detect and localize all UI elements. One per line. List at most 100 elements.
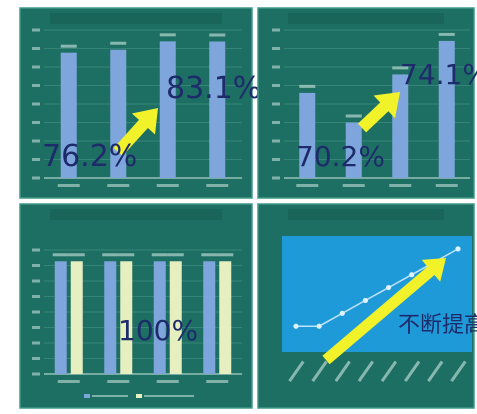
legend-label-1: [92, 395, 128, 397]
x-tick-label: [450, 360, 467, 382]
y-tick-label: [32, 47, 40, 50]
legend-swatch-2: [136, 394, 142, 398]
x-tick-label: [357, 360, 374, 382]
x-tick-label: [107, 184, 130, 187]
y-tick-label: [272, 176, 280, 180]
x-tick-label: [435, 184, 458, 187]
y-tick-label: [272, 47, 280, 50]
data-label: [299, 84, 316, 88]
y-tick-label: [32, 310, 40, 314]
y-tick-label: [32, 326, 40, 329]
bar: [60, 52, 77, 179]
data-label: [52, 253, 69, 257]
callout-value-start: 76.2%: [42, 139, 137, 174]
data-label: [209, 33, 226, 37]
bar: [169, 261, 182, 374]
panel-frame: [257, 7, 475, 199]
x-tick-label: [107, 380, 130, 383]
y-tick-label: [32, 139, 40, 143]
x-tick-label: [296, 184, 319, 187]
data-label: [60, 44, 77, 48]
data-point: [339, 310, 345, 316]
bar: [209, 41, 226, 179]
trend-arrow: [113, 108, 158, 156]
y-tick-label: [32, 65, 40, 69]
x-tick-label: [156, 184, 179, 187]
x-tick-label: [404, 360, 421, 382]
x-tick-label: [311, 360, 328, 382]
bar: [54, 261, 67, 374]
legend-label-2: [144, 395, 194, 397]
x-tick-label: [427, 360, 444, 382]
y-tick-label: [32, 248, 40, 252]
bar: [159, 41, 176, 179]
data-label: [345, 114, 362, 118]
data-label: [68, 253, 85, 257]
bar: [345, 122, 362, 178]
data-label: [110, 41, 127, 45]
y-tick-label: [32, 84, 40, 87]
y-tick-label: [32, 28, 40, 32]
data-point: [293, 323, 299, 329]
panel-title-band: [288, 13, 444, 24]
y-tick-label: [32, 341, 40, 345]
data-label: [167, 253, 184, 257]
panel-3: 100%: [19, 203, 253, 409]
data-label: [159, 33, 176, 37]
x-tick-label: [288, 360, 305, 382]
bar: [120, 261, 133, 374]
bar: [70, 261, 83, 374]
y-tick-label: [272, 102, 280, 106]
x-tick-label: [389, 184, 412, 187]
callout-value-end: 74.1%: [400, 58, 477, 91]
bar: [438, 40, 455, 178]
y-tick-label: [272, 139, 280, 143]
panel-1: 76.2% 83.1%: [19, 7, 261, 199]
y-tick-label: [32, 279, 40, 283]
y-tick-label: [272, 28, 280, 32]
x-tick-label: [57, 380, 80, 383]
y-tick-label: [32, 176, 40, 180]
bar: [203, 261, 216, 374]
x-tick-label: [156, 380, 179, 383]
data-label: [102, 253, 119, 257]
y-tick-label: [272, 121, 280, 124]
callout-value-start: 70.2%: [296, 140, 385, 173]
y-tick-label: [32, 158, 40, 161]
data-point: [385, 284, 392, 291]
callout-text: 不断提高: [398, 313, 477, 338]
y-tick-label: [272, 84, 280, 87]
panel-title-band: [50, 13, 222, 24]
y-tick-label: [32, 102, 40, 106]
data-point: [316, 323, 322, 329]
data-point: [362, 297, 369, 304]
y-tick-label: [32, 357, 40, 360]
panel-title-band: [50, 209, 222, 220]
data-label: [392, 66, 409, 70]
y-tick-label: [32, 372, 40, 376]
callout-value-end: 83.1%: [166, 71, 261, 106]
x-tick-label: [57, 184, 80, 187]
data-label: [201, 253, 218, 257]
callout-value: 100%: [118, 314, 198, 347]
data-label: [118, 253, 135, 257]
y-tick-label: [32, 264, 40, 267]
trend-arrow: [322, 258, 446, 365]
trend-arrow: [357, 92, 400, 133]
data-point: [409, 272, 415, 278]
y-tick-label: [272, 65, 280, 69]
data-label: [217, 253, 234, 257]
bar: [104, 261, 117, 374]
data-label: [438, 32, 455, 36]
y-tick-label: [32, 295, 40, 298]
panel-4: 不断提高: [257, 203, 477, 409]
panel-title-band: [288, 209, 444, 220]
x-tick-label: [206, 380, 229, 383]
legend-swatch-1: [84, 394, 90, 398]
panel-2: 70.2% 74.1%: [257, 7, 477, 199]
data-label: [151, 253, 168, 257]
x-tick-label: [206, 184, 229, 187]
y-tick-label: [32, 121, 40, 124]
x-tick-label: [342, 184, 365, 187]
